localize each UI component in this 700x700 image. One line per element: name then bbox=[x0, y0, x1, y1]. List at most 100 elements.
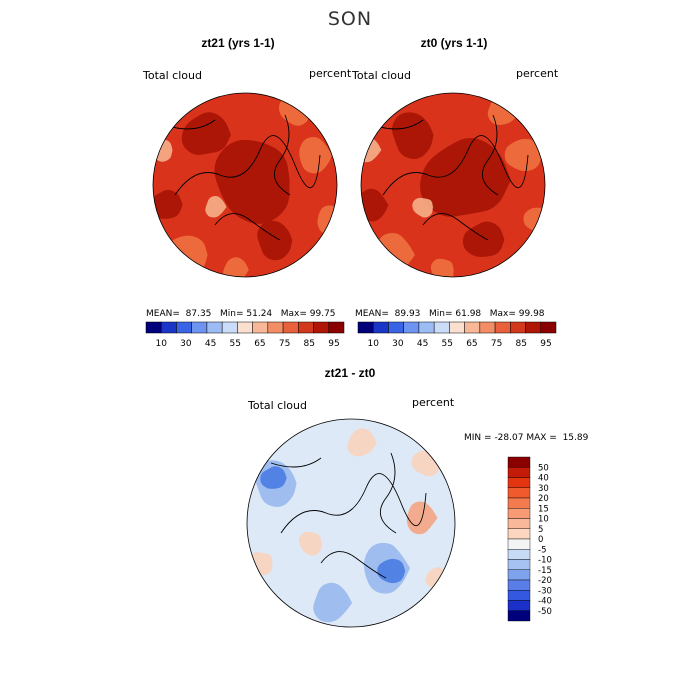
colorbar-tick-label: 65 bbox=[254, 339, 265, 349]
colorbar-swatch bbox=[507, 487, 531, 499]
coastline bbox=[270, 452, 427, 579]
colorbar-swatch bbox=[507, 559, 531, 570]
colorbar-swatch bbox=[494, 321, 511, 334]
colorbar-swatch bbox=[206, 321, 223, 334]
colorbar-tick-label: 10 bbox=[538, 515, 549, 525]
stats-max-value: 99.75 bbox=[309, 309, 336, 319]
field-region bbox=[317, 205, 337, 235]
colorbar-tick-label: 40 bbox=[538, 474, 549, 484]
colorbar-tick-label: 55 bbox=[230, 339, 241, 349]
stats-max-value: 99.98 bbox=[518, 309, 545, 319]
colorbar-tick-label: 45 bbox=[417, 339, 428, 349]
units-label-zt0: percent bbox=[516, 67, 559, 80]
colorbar-tick-label: 20 bbox=[538, 494, 549, 504]
colorbar-tick-label: -10 bbox=[538, 556, 552, 566]
colorbar-zt21: 10 30 45 55 65 75 85 95 bbox=[145, 321, 345, 349]
colorbar-tick-label: 85 bbox=[516, 339, 527, 349]
field-region bbox=[412, 197, 433, 218]
colorbar-swatch bbox=[507, 497, 531, 509]
panel-title-diff: zt21 - zt0 bbox=[324, 366, 376, 380]
colorbar-swatch bbox=[507, 600, 531, 611]
map-border bbox=[246, 418, 456, 628]
colorbar-tick-label: -50 bbox=[538, 607, 552, 617]
stats-max-label: MAX = bbox=[526, 433, 557, 443]
colorbar-zt0: 10 30 45 55 65 75 85 95 bbox=[357, 321, 557, 349]
field-region bbox=[462, 221, 505, 257]
stats-mean-value: 89.93 bbox=[394, 309, 421, 319]
colorbar-tick-label: 75 bbox=[491, 339, 502, 349]
colorbar-swatch bbox=[221, 321, 238, 334]
field-region bbox=[313, 582, 353, 623]
colorbar-tick-label: -5 bbox=[538, 545, 546, 555]
field-region bbox=[299, 137, 333, 174]
colorbar-tick-label: 85 bbox=[304, 339, 315, 349]
field-region bbox=[392, 112, 434, 159]
colorbar-tick-label: 10 bbox=[368, 339, 380, 349]
colorbar-tick-label: 10 bbox=[156, 339, 168, 349]
colorbar-tick-label: 50 bbox=[538, 463, 549, 473]
colorbar-swatch bbox=[252, 321, 269, 334]
stats-zt0: MEAN= 89.93 Min= 61.98 Max= 99.98 bbox=[355, 309, 545, 319]
colorbar-swatch bbox=[282, 321, 299, 334]
units-label-diff: percent bbox=[412, 396, 455, 409]
colorbar-swatch bbox=[507, 508, 531, 519]
colorbar-swatch bbox=[507, 590, 531, 601]
units-label-zt21: percent bbox=[309, 67, 352, 80]
field-region bbox=[298, 531, 322, 556]
colorbar-tick-label: 30 bbox=[538, 484, 549, 494]
colorbar-swatch bbox=[237, 321, 253, 334]
polar-map-zt0 bbox=[360, 92, 546, 278]
field-region bbox=[181, 112, 231, 155]
colorbar-tick-label: 15 bbox=[538, 504, 549, 514]
field-region bbox=[214, 139, 290, 224]
colorbar-swatch bbox=[403, 321, 420, 334]
colorbar-swatch bbox=[507, 518, 531, 529]
field-layer bbox=[247, 419, 455, 627]
colorbar-swatch bbox=[176, 321, 192, 334]
colorbar-tick-label: 95 bbox=[540, 339, 551, 349]
polar-map-diff bbox=[246, 418, 456, 628]
colorbar-swatch bbox=[507, 579, 531, 591]
stats-max-value: 15.89 bbox=[562, 433, 589, 443]
colorbar-tick-label: 55 bbox=[442, 339, 453, 349]
colorbar-swatch bbox=[507, 549, 531, 560]
stats-min-label: Min= bbox=[428, 309, 453, 319]
stats-min-value: -28.07 bbox=[494, 433, 524, 443]
coastline bbox=[372, 114, 529, 241]
colorbar-tick-label: -15 bbox=[538, 566, 552, 576]
stats-max-label: Max= bbox=[280, 309, 307, 319]
colorbar-swatch bbox=[145, 321, 162, 334]
variable-label-zt21: Total cloud bbox=[143, 69, 202, 82]
colorbar-swatch bbox=[267, 321, 284, 334]
colorbar-swatch bbox=[507, 569, 531, 581]
colorbar-swatch bbox=[313, 321, 330, 334]
stats-mean-label: MEAN= bbox=[146, 309, 180, 319]
stats-zt21: MEAN= 87.35 Min= 51.24 Max= 99.75 bbox=[146, 309, 336, 319]
map-border bbox=[152, 92, 338, 278]
stats-min-value: 51.24 bbox=[246, 309, 273, 319]
variable-label-diff: Total cloud bbox=[248, 399, 307, 412]
field-region bbox=[205, 195, 227, 218]
stats-max-label: Max= bbox=[489, 309, 516, 319]
field-region bbox=[361, 188, 389, 222]
colorbar-swatch bbox=[507, 477, 531, 488]
season-title: SON bbox=[327, 8, 373, 30]
colorbar-tick-label: -40 bbox=[538, 597, 552, 607]
colorbar-swatch bbox=[540, 321, 557, 334]
colorbar-swatch bbox=[464, 321, 481, 334]
field-region bbox=[504, 138, 542, 172]
stats-mean-label: MEAN= bbox=[355, 309, 389, 319]
field-region bbox=[347, 428, 377, 457]
colorbar-tick-label: 0 bbox=[538, 535, 543, 545]
colorbar-tick-label: -30 bbox=[538, 586, 552, 596]
colorbar-swatch bbox=[298, 321, 314, 334]
field-region bbox=[260, 466, 287, 489]
colorbar-swatch bbox=[507, 528, 531, 540]
map-border bbox=[360, 92, 546, 278]
colorbar-tick-label: 30 bbox=[180, 339, 192, 349]
colorbar-swatch bbox=[388, 321, 404, 334]
colorbar-swatch bbox=[328, 321, 345, 334]
colorbar-swatch bbox=[507, 538, 531, 550]
colorbar-swatch bbox=[372, 321, 389, 334]
